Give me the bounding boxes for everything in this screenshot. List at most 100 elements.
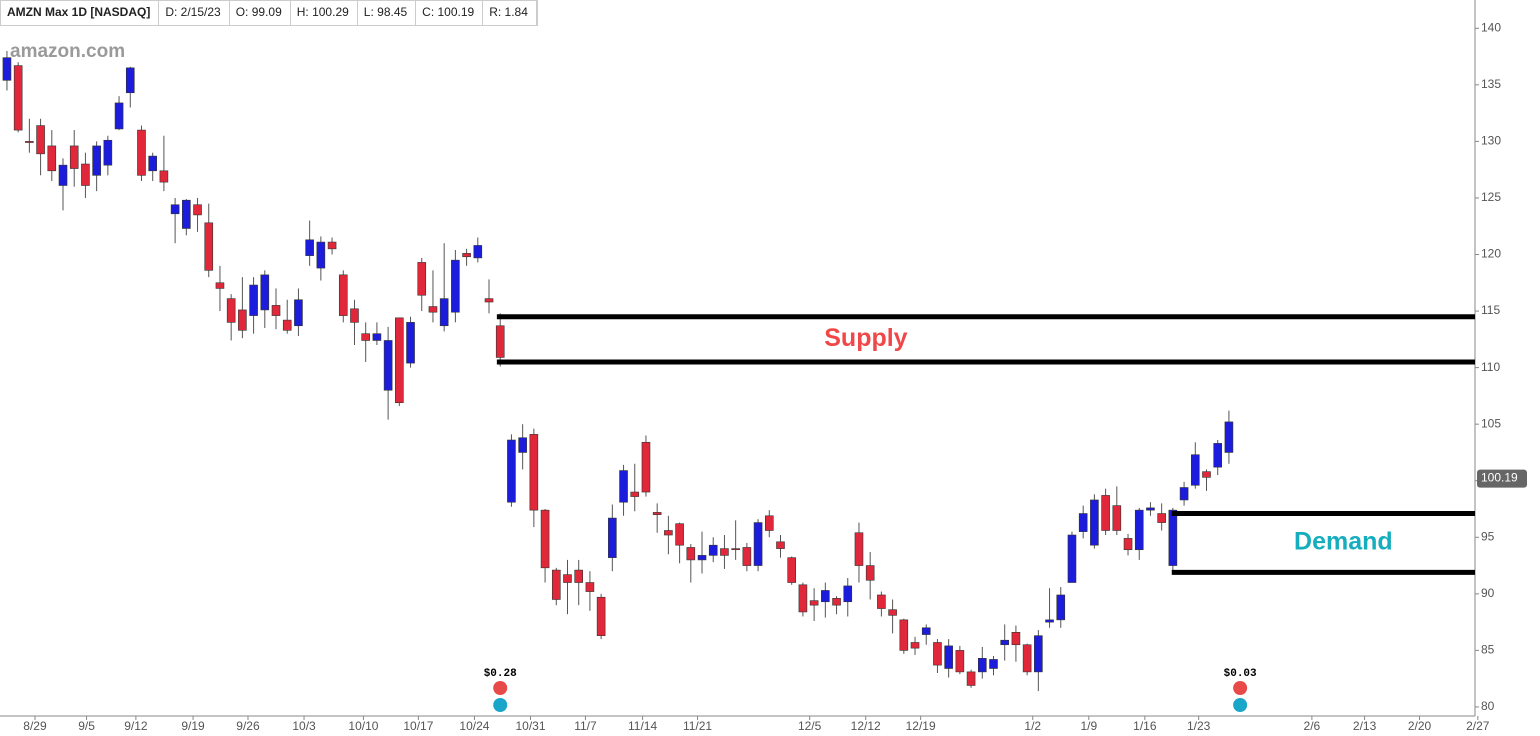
last-price-label: 100.19: [1481, 471, 1518, 485]
zone-label: Demand: [1294, 528, 1393, 556]
x-tick-label: 12/12: [851, 719, 881, 733]
candle-body: [1213, 443, 1223, 468]
y-tick-label: 130: [1481, 134, 1501, 148]
header-item: AMZN Max 1D [NASDAQ]: [1, 1, 160, 25]
candle-body: [809, 600, 819, 606]
x-tick-label: 2/6: [1304, 719, 1321, 733]
header-item: H: 100.29: [291, 1, 358, 25]
candle-body: [92, 145, 101, 176]
candle-body: [1000, 639, 1010, 646]
candle-body: [1112, 505, 1122, 531]
candle-body: [372, 333, 382, 341]
candle-body: [406, 322, 415, 364]
candle-body: [238, 309, 247, 331]
candle-body: [764, 515, 774, 531]
candle-body: [652, 512, 662, 515]
candle-body: [675, 523, 684, 546]
x-tick-label: 2/13: [1353, 719, 1377, 733]
last-price-tag: [1477, 469, 1527, 488]
candle-body: [125, 67, 135, 94]
x-tick-label: 10/17: [403, 719, 433, 733]
y-tick-label: 135: [1481, 77, 1501, 91]
candle-body: [540, 509, 550, 569]
x-tick-label: 11/14: [628, 719, 657, 733]
candle-body: [507, 439, 516, 503]
candle-body: [282, 319, 292, 331]
candle-body: [742, 547, 752, 566]
candle-body: [305, 239, 314, 256]
candle-body: [630, 491, 640, 497]
candle-body: [832, 598, 841, 606]
x-tick-label: 1/23: [1187, 719, 1211, 733]
candle-body: [428, 306, 438, 313]
header-item: O: 99.09: [230, 1, 291, 25]
candle-body: [865, 565, 875, 581]
candle-body: [170, 204, 180, 215]
event-label: $0.03: [1224, 668, 1257, 680]
candle-body: [518, 437, 527, 453]
header-item: L: 98.45: [358, 1, 417, 25]
candle-body: [641, 441, 651, 493]
candle-body: [966, 671, 976, 686]
x-tick-label: 9/26: [236, 719, 260, 733]
candle-body: [69, 145, 79, 169]
candle-body: [798, 584, 808, 613]
candle-body: [271, 305, 281, 316]
candle-body: [1056, 594, 1066, 621]
candle-body: [182, 199, 191, 229]
candle-body: [921, 627, 931, 635]
candle-body: [316, 241, 326, 269]
candle-body: [664, 530, 673, 536]
candle-body: [58, 164, 68, 186]
candle-body: [439, 298, 449, 327]
candle-body: [327, 241, 337, 250]
candle-body: [551, 569, 561, 600]
x-tick-label: 12/19: [906, 719, 936, 733]
event-icon: [493, 681, 508, 695]
candle-body: [843, 585, 853, 603]
event-icon: [493, 698, 508, 712]
candle-body: [585, 582, 595, 592]
x-tick-label: 8/29: [23, 719, 47, 733]
candle-body: [1146, 507, 1155, 511]
candle-body: [529, 434, 539, 511]
candle-body: [877, 594, 886, 609]
y-tick-label: 115: [1481, 303, 1500, 317]
candle-body: [1134, 509, 1144, 551]
candle-body: [596, 596, 606, 636]
zone-label: Supply: [824, 324, 907, 352]
candle-body: [462, 253, 471, 258]
candle-body: [910, 642, 920, 649]
candle-body: [204, 222, 214, 271]
y-tick-label: 85: [1481, 643, 1495, 657]
candle-body: [361, 333, 370, 341]
x-tick-label: 10/31: [515, 719, 545, 733]
x-tick-label: 10/10: [348, 719, 378, 733]
candle-body: [417, 262, 427, 296]
candle-body: [1011, 631, 1021, 646]
x-tick-label: 11/7: [574, 719, 597, 733]
candle-body: [148, 155, 157, 172]
x-tick-label: 9/5: [78, 719, 95, 733]
x-tick-label: 9/19: [181, 719, 205, 733]
y-tick-label: 90: [1481, 586, 1495, 600]
candle-body: [608, 517, 617, 558]
candle-body: [1190, 454, 1200, 486]
candle-body: [1224, 421, 1234, 453]
candle-body: [1101, 495, 1110, 531]
candle-body: [776, 541, 785, 549]
candle-body: [686, 547, 696, 561]
candle-body: [1179, 487, 1189, 501]
candle-body: [350, 308, 359, 323]
candle-body: [260, 274, 270, 311]
event-icon: [1233, 698, 1248, 712]
candle-body: [215, 282, 225, 289]
candle-body: [888, 609, 897, 616]
candle-body: [1202, 471, 1211, 478]
candle-body: [977, 658, 987, 673]
candle-body: [395, 317, 404, 403]
candle-body: [574, 569, 583, 583]
candle-body: [1078, 513, 1088, 532]
candle-body: [484, 298, 494, 303]
candle-body: [619, 470, 628, 503]
